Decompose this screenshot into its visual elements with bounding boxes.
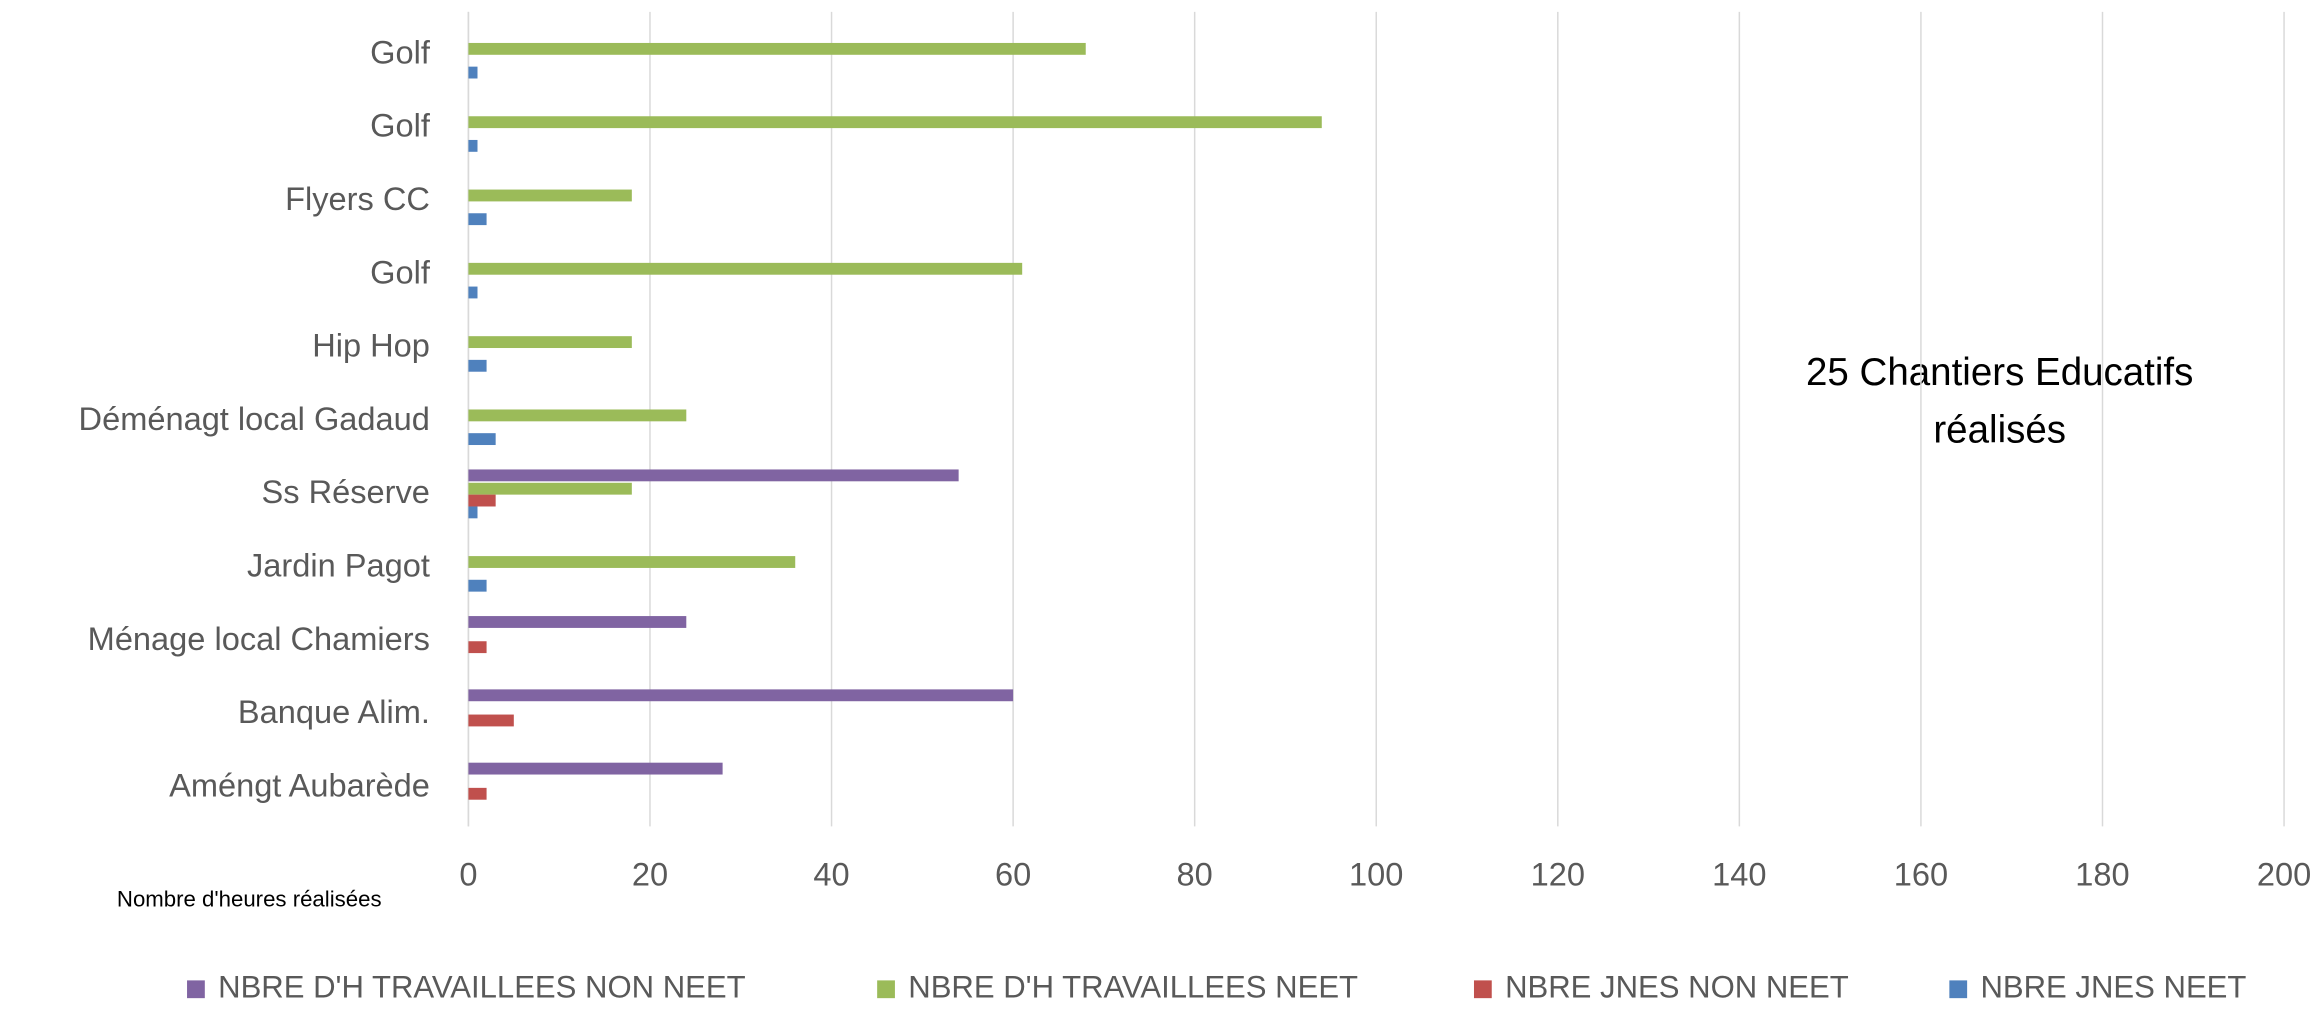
bar <box>468 556 796 568</box>
y-tick-label: Hip Hop <box>312 328 430 364</box>
bar <box>468 494 496 507</box>
x-tick-label: 200 <box>2257 856 2311 892</box>
legend-label: NBRE D'H TRAVAILLEES NON NEET <box>218 969 745 1004</box>
y-tick-label: Flyers CC <box>285 181 430 217</box>
legend-swatch <box>187 980 205 999</box>
x-tick-label: 60 <box>995 856 1031 892</box>
x-tick-label: 40 <box>813 856 849 892</box>
annotation: 25 Chantiers Educatifs <box>1806 351 2193 394</box>
x-tick-label: 20 <box>632 856 668 892</box>
y-tick-label: Jardin Pagot <box>247 548 430 584</box>
bar <box>468 433 496 446</box>
bar <box>468 579 487 592</box>
y-tick-label: Déménagt local Gadaud <box>79 401 430 437</box>
bar <box>468 359 487 372</box>
x-tick-label: 120 <box>1531 856 1585 892</box>
bar <box>468 66 478 79</box>
y-tick-label: Banque Alim. <box>238 694 430 730</box>
bar <box>468 409 687 422</box>
x-tick-label: 100 <box>1349 856 1403 892</box>
y-tick-label: Ménage local Chamiers <box>88 621 430 657</box>
y-tick-label: Golf <box>370 254 431 290</box>
x-tick-label: 160 <box>1894 856 1948 892</box>
y-tick-label: Ss Réserve <box>262 474 430 510</box>
bar <box>468 189 632 202</box>
x-axis-label: Nombre d'heures réalisées <box>117 886 382 911</box>
bar <box>468 689 1014 702</box>
y-tick-label: Améngt Aubarède <box>169 767 430 803</box>
legend-label: NBRE D'H TRAVAILLEES NEET <box>908 969 1358 1004</box>
bar <box>468 616 687 628</box>
legend-swatch <box>877 980 895 999</box>
bar <box>468 482 632 495</box>
x-tick-label: 80 <box>1177 856 1213 892</box>
legend-label: NBRE JNES NEET <box>1980 969 2246 1004</box>
bar <box>468 641 487 654</box>
y-tick-label: Golf <box>370 34 431 70</box>
x-tick-label: 140 <box>1712 856 1766 892</box>
bar <box>468 42 1086 55</box>
bar <box>468 336 632 349</box>
bar <box>468 116 1322 129</box>
y-tick-label: Golf <box>370 108 431 144</box>
bar <box>468 139 478 152</box>
bar <box>468 469 959 482</box>
annotation: réalisés <box>1933 409 2066 452</box>
bar <box>468 213 487 226</box>
bar <box>468 762 723 775</box>
bar <box>468 787 487 800</box>
x-tick-label: 0 <box>459 856 477 892</box>
bar <box>468 714 514 727</box>
bar <box>468 286 478 299</box>
legend-label: NBRE JNES NON NEET <box>1505 969 1849 1004</box>
legend-swatch <box>1949 980 1968 999</box>
x-tick-label: 180 <box>2075 856 2129 892</box>
bar <box>468 262 1023 275</box>
bar <box>468 506 478 519</box>
legend-swatch <box>1473 980 1492 999</box>
